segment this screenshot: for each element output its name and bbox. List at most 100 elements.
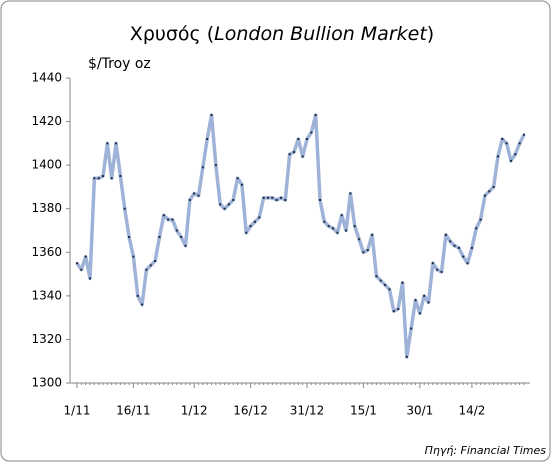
x-tick-label: 16/11 <box>116 404 151 418</box>
point-marker <box>388 288 391 291</box>
point-marker <box>366 249 369 252</box>
point-marker <box>332 227 335 230</box>
point-marker <box>197 194 200 197</box>
y-axis-label: $/Troy oz <box>88 56 151 72</box>
point-marker <box>240 183 243 186</box>
point-marker <box>132 255 135 258</box>
point-marker <box>470 246 473 249</box>
x-tick-label: 15/1 <box>350 404 377 418</box>
point-marker <box>119 175 122 178</box>
point-marker <box>97 177 100 180</box>
point-marker <box>371 233 374 236</box>
point-marker <box>440 270 443 273</box>
point-marker <box>180 236 183 239</box>
point-marker <box>379 279 382 282</box>
point-marker <box>167 218 170 221</box>
point-marker <box>284 199 287 201</box>
point-marker <box>253 220 256 223</box>
title-part: ) <box>427 23 434 45</box>
point-marker <box>76 262 78 265</box>
point-marker <box>401 281 404 284</box>
point-marker <box>210 114 213 117</box>
point-marker <box>128 236 131 239</box>
point-marker <box>227 203 230 206</box>
point-marker <box>262 196 265 199</box>
point-marker <box>154 260 157 262</box>
y-tick-label: 1300 <box>31 376 62 390</box>
point-marker <box>488 190 491 193</box>
point-marker <box>345 229 348 232</box>
x-tick-label: 1/12 <box>181 404 208 418</box>
point-marker <box>80 268 83 271</box>
point-marker <box>106 142 109 145</box>
y-tick-label: 1360 <box>31 245 62 259</box>
point-marker <box>175 229 178 232</box>
point-marker <box>444 233 447 236</box>
point-marker <box>353 225 356 228</box>
y-tick-label: 1320 <box>31 332 62 346</box>
point-marker <box>310 131 313 134</box>
point-marker <box>314 114 317 117</box>
point-marker <box>301 155 304 158</box>
point-marker <box>492 185 495 188</box>
point-marker <box>219 203 222 206</box>
point-marker <box>362 251 365 254</box>
point-marker <box>449 240 452 243</box>
point-marker <box>249 225 252 228</box>
point-marker <box>436 268 439 271</box>
point-marker <box>297 138 300 140</box>
point-marker <box>288 153 291 156</box>
x-tick-label: 1/11 <box>64 404 91 418</box>
point-marker <box>453 244 456 247</box>
point-marker <box>358 238 361 241</box>
point-marker <box>145 268 148 271</box>
point-marker <box>115 142 118 145</box>
point-marker <box>410 327 413 330</box>
point-marker <box>306 138 309 140</box>
point-marker <box>84 255 87 258</box>
point-marker <box>184 244 187 247</box>
title-part: Χρυσός ( <box>130 23 214 45</box>
point-marker <box>466 262 469 265</box>
point-marker <box>171 218 174 221</box>
point-marker <box>392 310 395 313</box>
point-marker <box>323 220 326 223</box>
y-tick-label: 1340 <box>31 288 62 302</box>
point-marker <box>223 207 226 210</box>
point-marker <box>518 142 521 145</box>
y-tick-label: 1380 <box>31 201 62 215</box>
point-marker <box>271 196 274 199</box>
point-marker <box>427 301 430 304</box>
point-marker <box>158 236 161 239</box>
point-marker <box>258 216 261 219</box>
point-marker <box>457 246 460 249</box>
point-marker <box>349 192 352 195</box>
x-tick-label: 30/1 <box>406 404 433 418</box>
point-marker <box>431 262 434 265</box>
point-marker <box>93 177 96 180</box>
point-marker <box>232 199 235 201</box>
point-marker <box>414 299 417 302</box>
point-marker <box>375 275 378 278</box>
source-note: Πηγή: Financial Times <box>425 444 547 457</box>
point-marker <box>123 207 126 210</box>
point-marker <box>141 303 144 306</box>
point-marker <box>327 225 330 228</box>
y-tick-label: 1400 <box>31 158 62 172</box>
point-marker <box>336 231 339 234</box>
point-marker <box>501 138 504 140</box>
point-marker <box>136 294 139 297</box>
y-tick-label: 1440 <box>31 71 62 85</box>
point-marker <box>340 214 343 217</box>
point-marker <box>384 283 387 286</box>
x-tick-label: 16/12 <box>233 404 268 418</box>
point-marker <box>319 199 322 201</box>
point-marker <box>236 177 239 180</box>
point-marker <box>110 177 113 180</box>
point-marker <box>149 264 152 267</box>
point-marker <box>201 166 204 169</box>
point-marker <box>266 196 269 199</box>
point-marker <box>509 159 512 162</box>
point-marker <box>475 227 478 230</box>
